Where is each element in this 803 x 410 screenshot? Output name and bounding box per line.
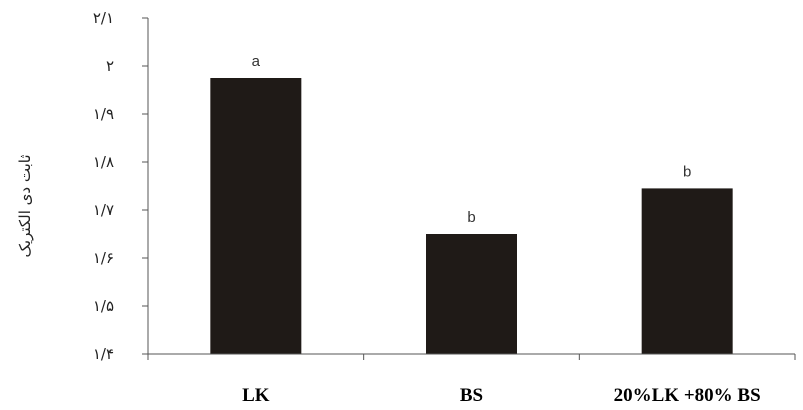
x-axis-ticks [147, 354, 796, 360]
significance-letter: a [252, 53, 261, 70]
y-tick-label: ۱/۴ [93, 345, 114, 363]
category-labels: LK BS 20%LK +80% BS [242, 385, 761, 406]
y-axis-ticks: ۱/۴ ۱/۵ ۱/۶ ۱/۷ ۱/۸ ۱/۹ ۲ ۲/۱ [93, 9, 148, 363]
bar [426, 234, 517, 354]
y-tick-label: ۲ [106, 57, 114, 75]
bar [210, 78, 302, 354]
significance-letter: b [467, 209, 475, 226]
bars [210, 78, 733, 354]
y-tick-label: ۲/۱ [93, 9, 114, 27]
category-label: LK [242, 385, 270, 406]
y-axis-title: ثابت دی الکتریک [16, 154, 34, 257]
y-tick-label: ۱/۹ [93, 105, 114, 123]
significance-labels: a b b [252, 53, 692, 226]
category-label: BS [460, 385, 483, 406]
y-tick-label: ۱/۸ [93, 153, 114, 171]
y-tick-label: ۱/۶ [93, 249, 114, 267]
bar [641, 188, 733, 354]
significance-letter: b [683, 163, 691, 180]
category-label: 20%LK +80% BS [614, 385, 761, 406]
y-tick-label: ۱/۵ [93, 297, 114, 315]
y-tick-label: ۱/۷ [93, 201, 114, 219]
